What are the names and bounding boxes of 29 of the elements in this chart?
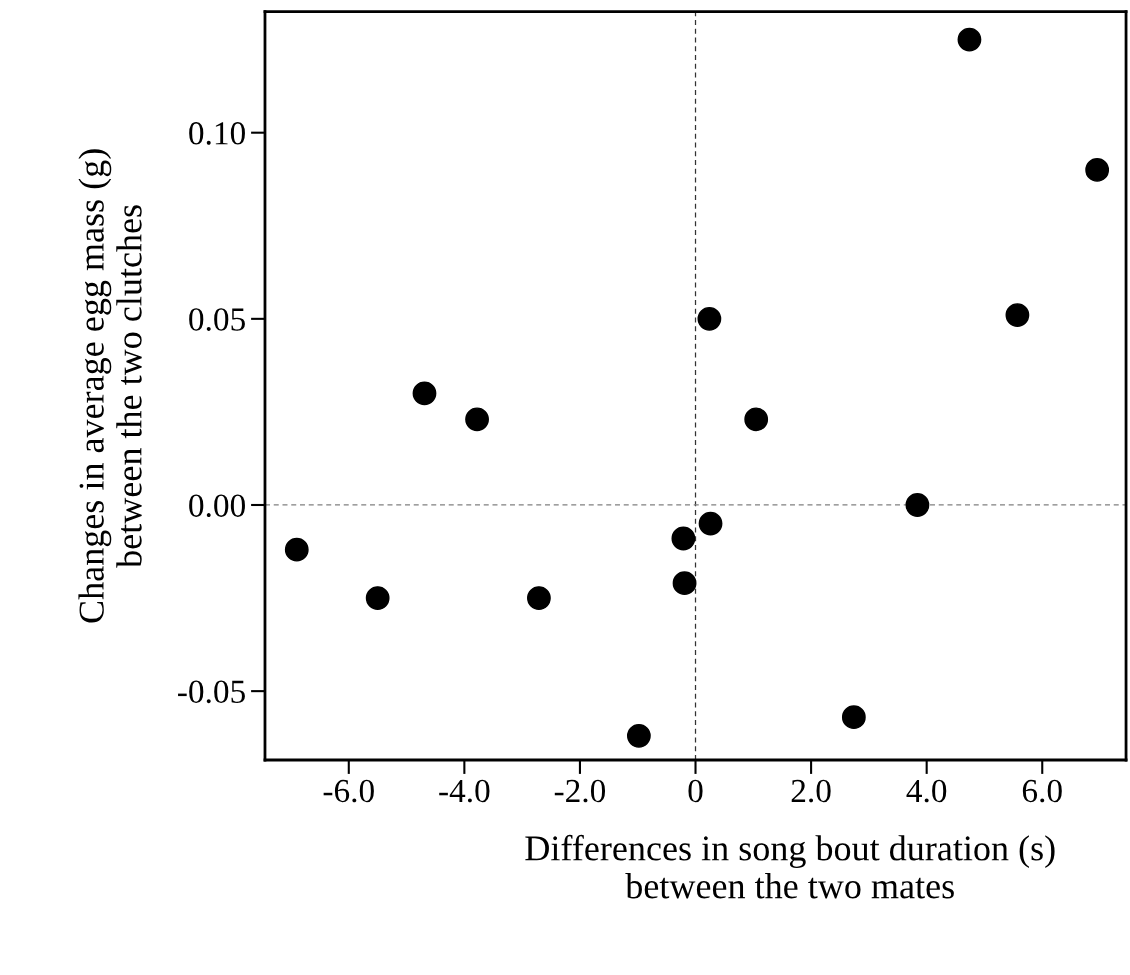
point: [527, 586, 551, 610]
x-tick-label: 2.0: [791, 779, 831, 803]
x-tick-label: 0: [688, 779, 703, 803]
y-tick-label: 0.00: [189, 494, 245, 518]
y-axis-title: Changes in average egg mass (g) between the two clutches: [78, 149, 142, 623]
y-tick-label: -0.05: [178, 680, 245, 704]
y-tick-label: 0.10: [189, 122, 245, 145]
point: [1085, 158, 1110, 182]
point: [671, 526, 696, 551]
x-axis-title: Differences in song bout duration (s) between the two mates: [525, 834, 1055, 899]
x-tick-label: -2.0: [554, 779, 606, 803]
point: [905, 493, 930, 517]
point: [841, 705, 866, 730]
point: [626, 723, 651, 748]
x-tick-label: -6.0: [323, 779, 374, 803]
y-tick-label: 0.05: [189, 308, 245, 331]
point: [365, 586, 390, 610]
point: [465, 407, 489, 432]
point: [672, 571, 697, 596]
point: [697, 306, 722, 331]
point: [1005, 303, 1030, 328]
point: [412, 381, 437, 406]
point: [744, 407, 769, 432]
x-tick-label: 4.0: [906, 779, 947, 803]
point: [957, 27, 982, 52]
point: [698, 511, 723, 536]
point: [284, 537, 309, 562]
x-tick-label: -4.0: [439, 779, 490, 803]
x-tick-label: 6.0: [1022, 779, 1062, 803]
